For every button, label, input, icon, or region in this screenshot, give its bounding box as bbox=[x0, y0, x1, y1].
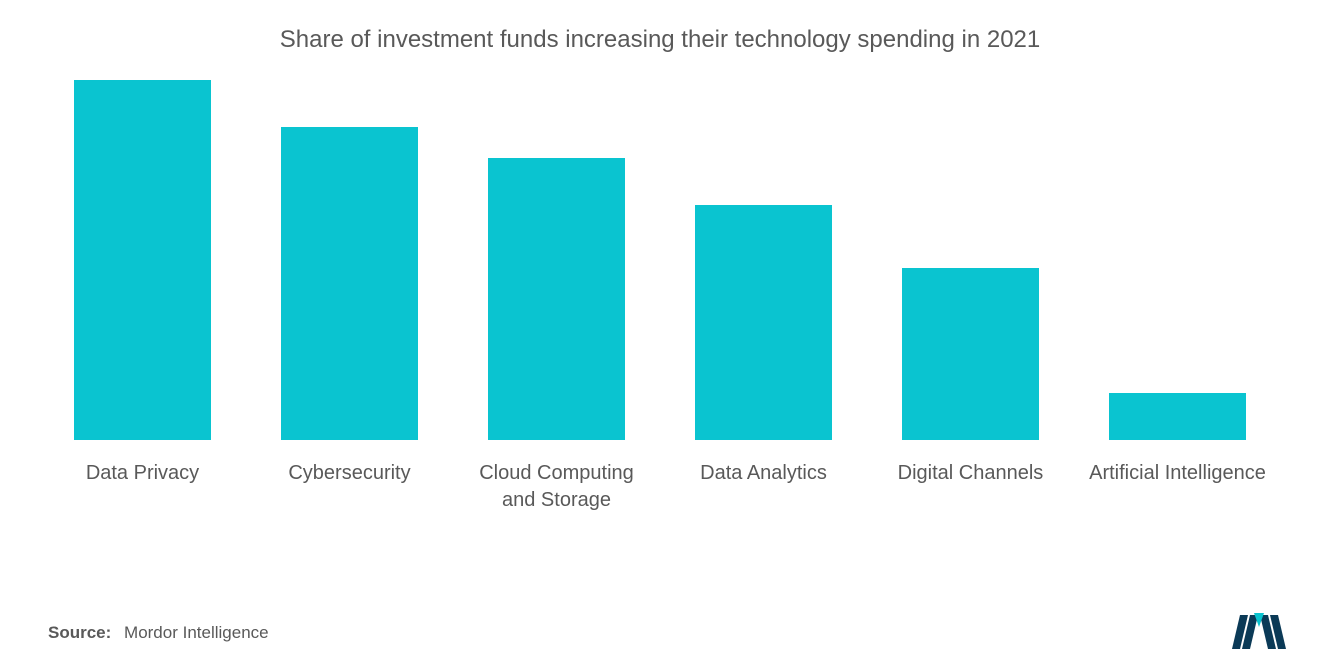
x-axis-label: Digital Channels bbox=[872, 460, 1069, 514]
bar-column bbox=[251, 80, 448, 440]
x-axis-label: Data Analytics bbox=[665, 460, 862, 514]
bar bbox=[695, 205, 833, 440]
bar-column bbox=[872, 80, 1069, 440]
x-axis-label: Artificial Intelligence bbox=[1079, 460, 1276, 514]
bar-column bbox=[1079, 80, 1276, 440]
bar-column bbox=[458, 80, 655, 440]
brand-logo-icon bbox=[1232, 609, 1286, 649]
x-axis-label: Data Privacy bbox=[44, 460, 241, 514]
bar bbox=[281, 127, 419, 440]
x-axis-label: Cybersecurity bbox=[251, 460, 448, 514]
bar-column bbox=[665, 80, 862, 440]
source-text: Mordor Intelligence bbox=[124, 623, 269, 642]
chart-source: Source: Mordor Intelligence bbox=[48, 623, 269, 643]
chart-x-labels: Data PrivacyCybersecurityCloud Computing… bbox=[44, 460, 1276, 514]
bar-column bbox=[44, 80, 241, 440]
bar bbox=[74, 80, 212, 440]
x-axis-label: Cloud Computing and Storage bbox=[458, 460, 655, 514]
bar bbox=[488, 158, 626, 440]
bar bbox=[902, 268, 1040, 440]
chart-title: Share of investment funds increasing the… bbox=[0, 0, 1320, 54]
chart-plot-area bbox=[44, 80, 1276, 440]
bar bbox=[1109, 393, 1247, 440]
source-label: Source: bbox=[48, 623, 111, 642]
